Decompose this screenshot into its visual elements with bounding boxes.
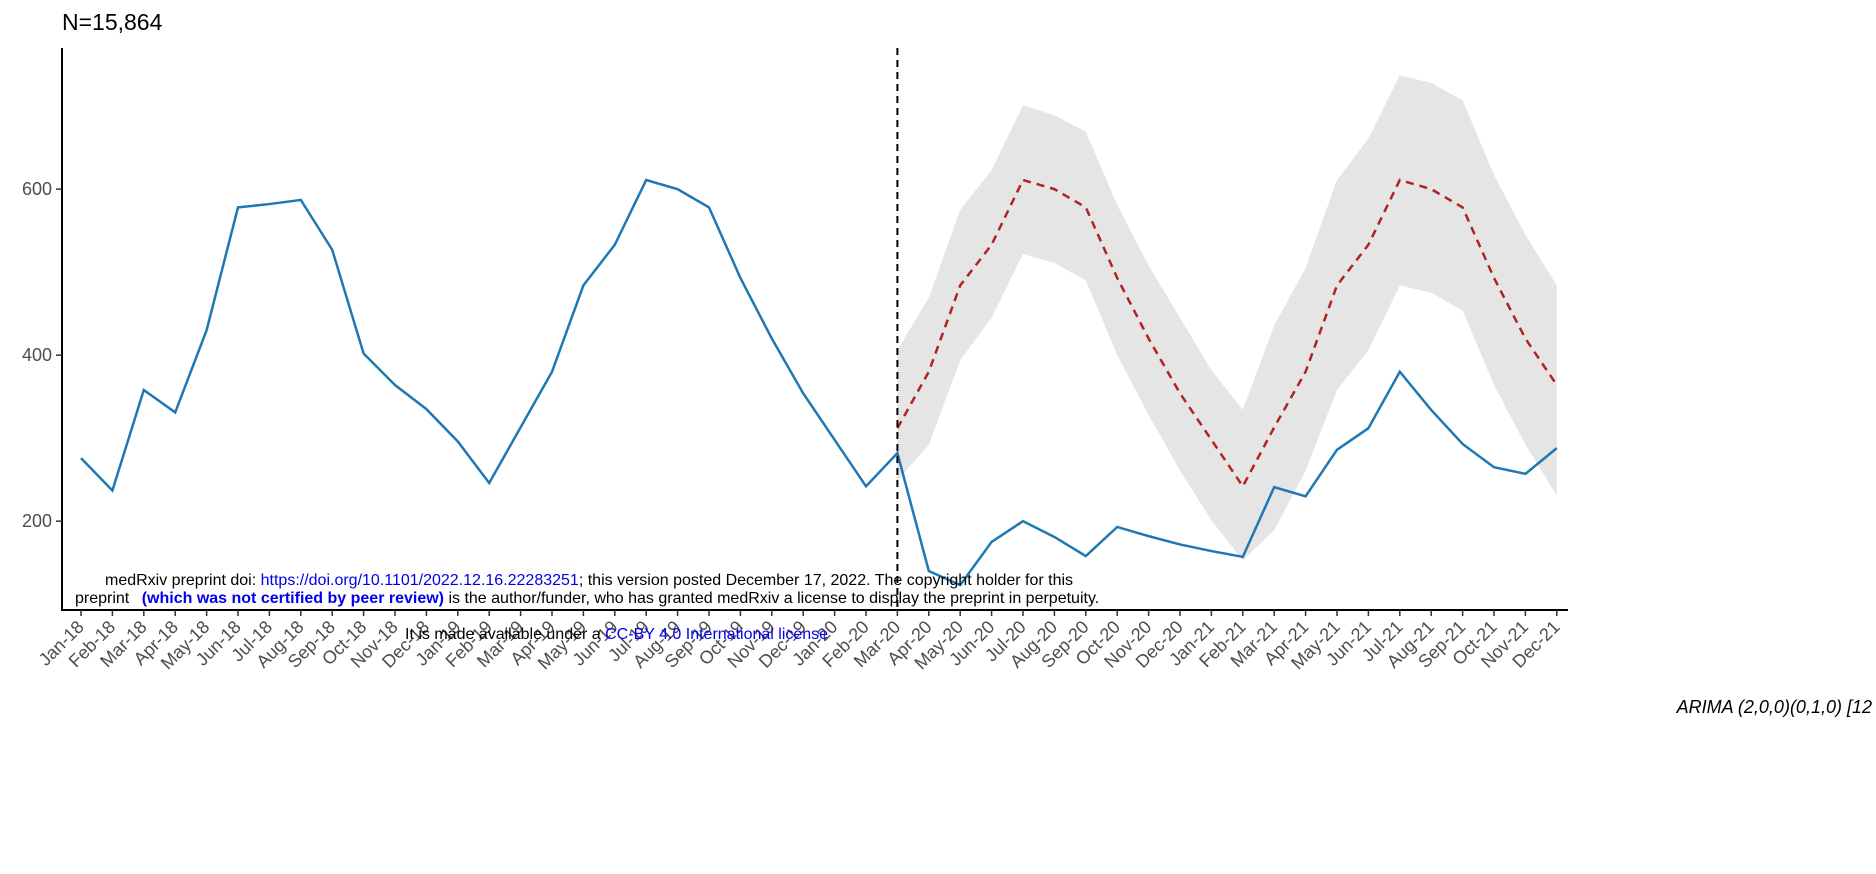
caption: ARIMA (2,0,0)(0,1,0) [12 (1676, 697, 1872, 717)
watermark-text: preprint (75, 590, 134, 607)
watermark-text: ; this version posted December 17, 2022.… (579, 572, 1073, 589)
watermark-bold: (which was not certified by peer review) (142, 590, 444, 607)
confidence-band (897, 75, 1557, 561)
series-line (896, 178, 1558, 489)
series-line (80, 178, 1558, 587)
y-tick-label: 200 (22, 511, 52, 531)
doi-link[interactable]: https://doi.org/10.1101/2022.12.16.22283… (261, 572, 579, 589)
watermark-text: is the author/funder, who has granted me… (444, 590, 1099, 607)
y-tick-label: 600 (22, 179, 52, 199)
license-link[interactable]: CC-BY 4.0 International license (605, 626, 828, 643)
watermark-text: medRxiv preprint doi: (105, 572, 261, 589)
watermark-line: It is made available under a CC-BY 4.0 I… (405, 626, 828, 643)
watermark-line: medRxiv preprint doi: https://doi.org/10… (105, 572, 1073, 589)
chart-title: N=15,864 (62, 9, 163, 35)
watermark-line: preprint (which was not certified by pee… (75, 590, 1099, 607)
watermark-text: It is made available under a (405, 626, 605, 643)
y-tick-label: 400 (22, 345, 52, 365)
